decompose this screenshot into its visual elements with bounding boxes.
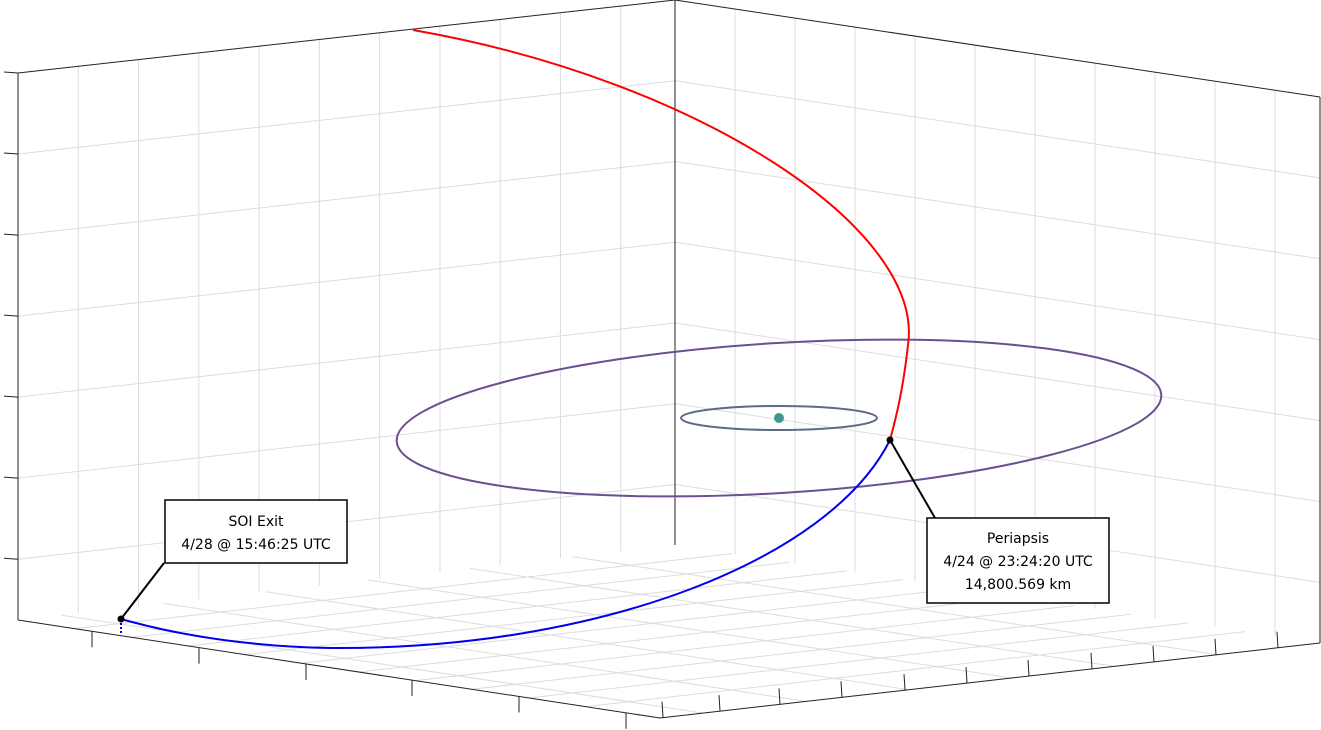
grid-line [674,241,1321,341]
axis-edge [17,619,661,719]
annotation-text: 14,800.569 km [965,577,1071,593]
central-body [774,413,784,423]
annotation-text: SOI Exit [229,514,285,530]
tick [3,395,19,398]
annotation-text: Periapsis [987,531,1049,547]
inner-orbit [680,405,878,431]
tick [903,674,906,691]
tick [1027,660,1030,677]
grid-line [471,613,1132,690]
grid-line [61,614,704,714]
grid-line [17,403,676,479]
grid [17,6,1321,714]
tick [1152,645,1155,662]
tick [3,476,19,479]
grid-line [367,579,1012,679]
tick [778,688,781,705]
grid-line [674,322,1321,422]
grid-line [265,591,909,691]
tick [965,667,968,684]
axis-edge [659,642,1321,719]
outgoing-trajectory [120,439,891,650]
annotation-text: 4/24 @ 23:24:20 UTC [943,554,1093,570]
annotation-text: 4/28 @ 15:46:25 UTC [181,537,331,553]
grid-line [674,403,1321,502]
annotation-box [926,517,1110,604]
grid-line [674,160,1321,260]
grid-line [470,567,1115,667]
grid-line [74,553,733,630]
grid-line [415,605,1075,682]
leader-line [120,562,165,620]
grid-line [163,602,807,702]
tick [3,233,19,236]
incoming-trajectory [412,29,910,441]
tick [1090,652,1093,669]
tick [718,695,721,712]
grid-line [131,561,790,638]
grid-line [244,579,904,656]
grid-line [17,160,676,236]
tick [3,314,19,317]
grid-line [17,80,676,155]
grid-line [674,80,1321,179]
grid-line [572,556,1218,656]
tick [3,71,19,74]
grid-line [358,596,1018,673]
grid-line [301,587,961,664]
tick [661,701,664,718]
grid-line [17,241,676,317]
tick [840,681,843,698]
grid-line [188,570,847,647]
tick [1214,638,1217,655]
leader-line [889,439,936,519]
ticks [3,71,1279,729]
grid-line [17,322,676,398]
grid-line [585,631,1246,708]
tick [1276,631,1279,648]
axis-edge [674,0,1321,98]
axis-edge [17,0,676,74]
tick [3,557,19,560]
grid-line [528,622,1189,699]
annotation-box [164,499,348,564]
outer-orbit [395,338,1163,498]
tick [3,152,19,155]
axes [17,0,1321,719]
